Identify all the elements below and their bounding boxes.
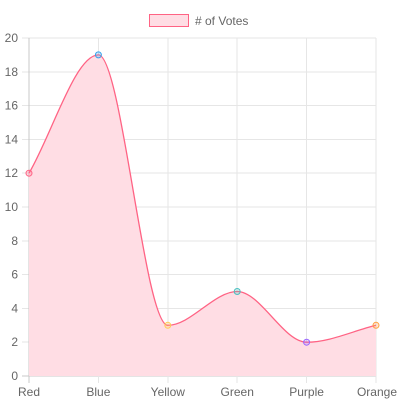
series-area xyxy=(29,54,376,377)
data-point-purple[interactable] xyxy=(303,338,311,346)
y-tick-label: 4 xyxy=(11,301,18,315)
data-points xyxy=(25,51,380,346)
x-tick-label: Green xyxy=(221,385,254,399)
data-point-yellow[interactable] xyxy=(164,321,172,329)
y-tick-label: 2 xyxy=(11,335,18,349)
data-point-orange[interactable] xyxy=(372,321,380,329)
series-line xyxy=(28,54,377,343)
legend-swatch[interactable] xyxy=(149,14,189,27)
y-tick-label: 8 xyxy=(11,234,18,248)
y-tick-label: 6 xyxy=(11,268,18,282)
y-tick-label: 18 xyxy=(5,65,19,79)
y-tick-label: 14 xyxy=(5,132,19,146)
y-axis-ticks: 0 2 4 6 8 10 12 14 16 18 20 xyxy=(5,31,19,383)
x-tick-label: Orange xyxy=(357,385,397,399)
x-axis-ticks: Red Blue Yellow Green Purple Orange xyxy=(18,385,397,399)
legend[interactable]: # of Votes xyxy=(149,14,249,28)
series-line-path xyxy=(28,54,377,343)
data-point-green[interactable] xyxy=(233,288,241,295)
y-tick-label: 16 xyxy=(5,99,19,113)
y-tick-label: 20 xyxy=(5,31,19,45)
data-point-red[interactable] xyxy=(25,169,33,177)
y-tick-label: 10 xyxy=(5,200,19,214)
x-tick-label: Blue xyxy=(86,385,110,399)
data-point-blue[interactable] xyxy=(94,51,102,59)
y-tick-label: 0 xyxy=(11,369,18,383)
x-tick-label: Red xyxy=(18,385,40,399)
x-tick-label: Purple xyxy=(289,385,324,399)
x-tick-label: Yellow xyxy=(151,385,186,399)
series-area-fill xyxy=(29,54,376,377)
legend-label[interactable]: # of Votes xyxy=(195,14,248,28)
y-tick-label: 12 xyxy=(5,166,19,180)
